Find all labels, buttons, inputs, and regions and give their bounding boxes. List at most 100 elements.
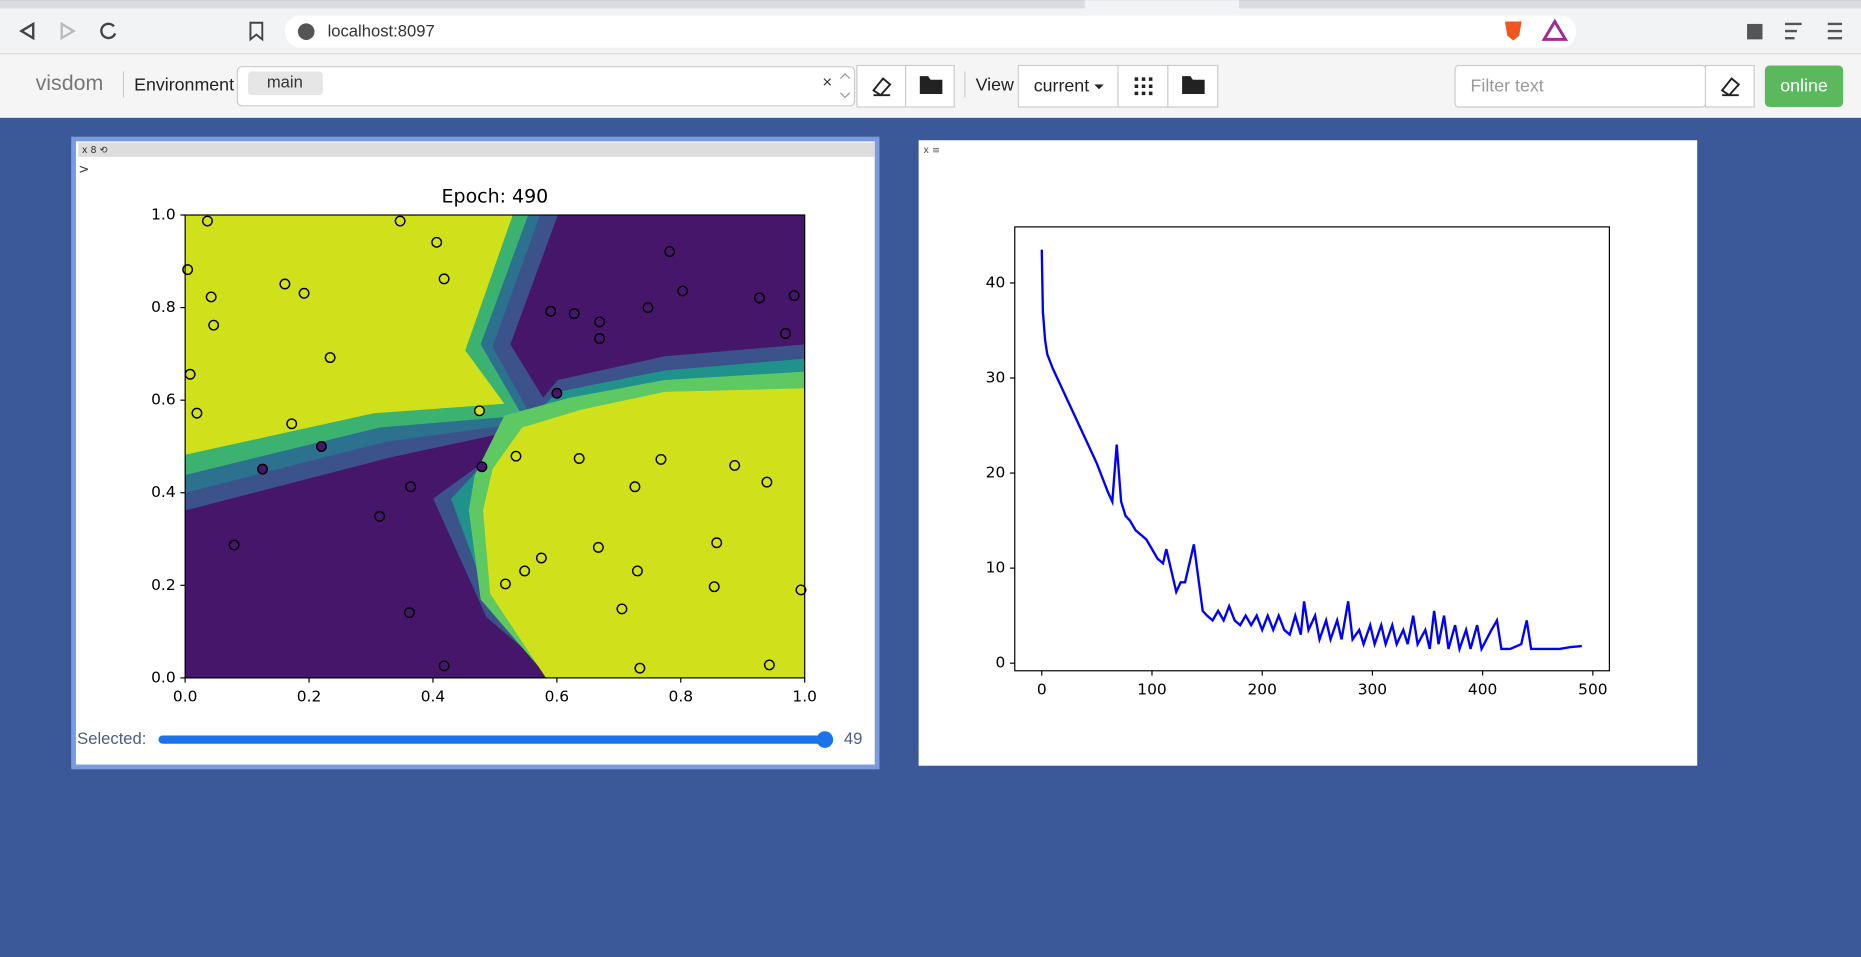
bookmark-button[interactable] <box>249 21 264 42</box>
scatter-point <box>642 302 654 314</box>
scatter-point <box>677 285 689 297</box>
view-label: View <box>976 74 1014 94</box>
site-info[interactable] <box>297 23 315 40</box>
scatter-point <box>568 308 580 320</box>
scatter-point <box>519 565 531 577</box>
back-button[interactable] <box>19 21 35 41</box>
scatter-point <box>634 662 646 674</box>
x-tick-label: 0 <box>1037 680 1047 698</box>
pane-controls[interactable]: x ≡ <box>923 145 940 156</box>
filter-placeholder: Filter text <box>1471 76 1544 96</box>
active-tab[interactable] <box>1084 0 1240 13</box>
environment-chip[interactable] <box>248 71 323 96</box>
extensions[interactable] <box>1747 23 1763 40</box>
brave-shield[interactable] <box>1504 21 1522 41</box>
scroll-arrows[interactable] <box>839 72 851 99</box>
scatter-point <box>573 453 585 464</box>
slider-label: Selected: <box>77 729 146 748</box>
scatter-point <box>780 328 791 339</box>
x-tick-label: 300 <box>1358 680 1387 698</box>
media[interactable] <box>1785 22 1802 40</box>
brand[interactable]: visdom <box>36 71 104 95</box>
url: localhost:8097 <box>328 22 435 41</box>
menu[interactable] <box>1827 22 1843 40</box>
scatter-point <box>551 387 563 399</box>
tab-strip <box>0 0 1861 9</box>
y-tick-label: 0.2 <box>151 576 176 594</box>
contour-fill <box>185 215 805 678</box>
scatter-point <box>182 264 194 276</box>
x-tick-label: 0.6 <box>545 687 570 705</box>
scatter-point <box>201 215 213 227</box>
scatter-point <box>629 481 641 493</box>
forward-button[interactable] <box>60 21 76 41</box>
folder-icon <box>919 76 943 94</box>
x-tick-label: 0.0 <box>173 687 198 705</box>
scatter-point <box>664 246 676 258</box>
scatter-point <box>315 440 327 452</box>
scatter-point <box>655 453 667 465</box>
scatter-point <box>324 352 336 364</box>
pane-prompt: > <box>78 162 89 177</box>
caret <box>1094 84 1104 90</box>
reload-button[interactable] <box>100 22 117 40</box>
scatter-point <box>298 287 310 299</box>
chart-title: Epoch: 490 <box>442 186 549 208</box>
eraser-icon <box>1720 77 1741 97</box>
scatter-point <box>374 510 386 522</box>
scatter-point <box>616 603 628 615</box>
scatter-point <box>476 461 488 473</box>
environment-select[interactable] <box>236 66 856 107</box>
clear-filter-button[interactable] <box>1704 64 1755 108</box>
rewards[interactable] <box>1541 18 1569 41</box>
scatter-point <box>729 459 741 471</box>
clear-environment[interactable]: × <box>822 73 832 92</box>
scatter-point <box>594 316 606 328</box>
plot-frame <box>184 214 806 679</box>
y-tick-label: 40 <box>986 273 1006 291</box>
y-tick-label: 20 <box>986 464 1006 482</box>
scatter-point <box>754 292 765 304</box>
slider-value: 49 <box>844 729 862 748</box>
scatter-point <box>788 290 800 302</box>
scatter-point <box>708 581 720 593</box>
y-tick-label: 10 <box>986 559 1006 577</box>
x-tick-label: 400 <box>1468 680 1497 698</box>
scatter-point <box>535 552 547 564</box>
y-tick-label: 0.4 <box>151 483 176 501</box>
folder-icon <box>1182 76 1205 94</box>
x-tick-label: 0.2 <box>297 687 322 705</box>
pane-header[interactable] <box>78 142 875 157</box>
clear-env-button[interactable] <box>856 64 907 108</box>
scatter-point <box>394 215 406 227</box>
scatter-point <box>594 333 606 345</box>
scatter-point <box>431 236 443 248</box>
scatter-point <box>438 660 450 672</box>
slider-thumb[interactable] <box>816 731 834 748</box>
pane-controls[interactable]: x 8 ⟲ <box>82 145 108 156</box>
scatter-point <box>205 291 217 303</box>
scatter-point <box>403 607 415 619</box>
pane[interactable] <box>918 140 1698 766</box>
scatter-point <box>184 368 196 380</box>
x-tick-label: 100 <box>1137 680 1166 698</box>
scatter-point <box>279 278 291 290</box>
scatter-point <box>761 476 773 488</box>
line-series <box>1040 249 1582 654</box>
scatter-point <box>795 584 807 596</box>
scatter-point <box>763 659 775 671</box>
scatter-point <box>286 418 298 430</box>
environment-value: main <box>267 73 303 92</box>
scatter-point <box>631 565 643 577</box>
status-button[interactable] <box>1764 65 1844 108</box>
plot-frame <box>1014 226 1610 672</box>
scatter-point <box>438 273 450 285</box>
y-tick-label: 0.0 <box>151 668 176 686</box>
y-tick-label: 1.0 <box>151 206 176 224</box>
scatter-point <box>405 481 417 493</box>
scatter-point <box>191 407 203 419</box>
address-bar[interactable] <box>284 15 1577 48</box>
environment-label: Environment <box>134 74 234 94</box>
